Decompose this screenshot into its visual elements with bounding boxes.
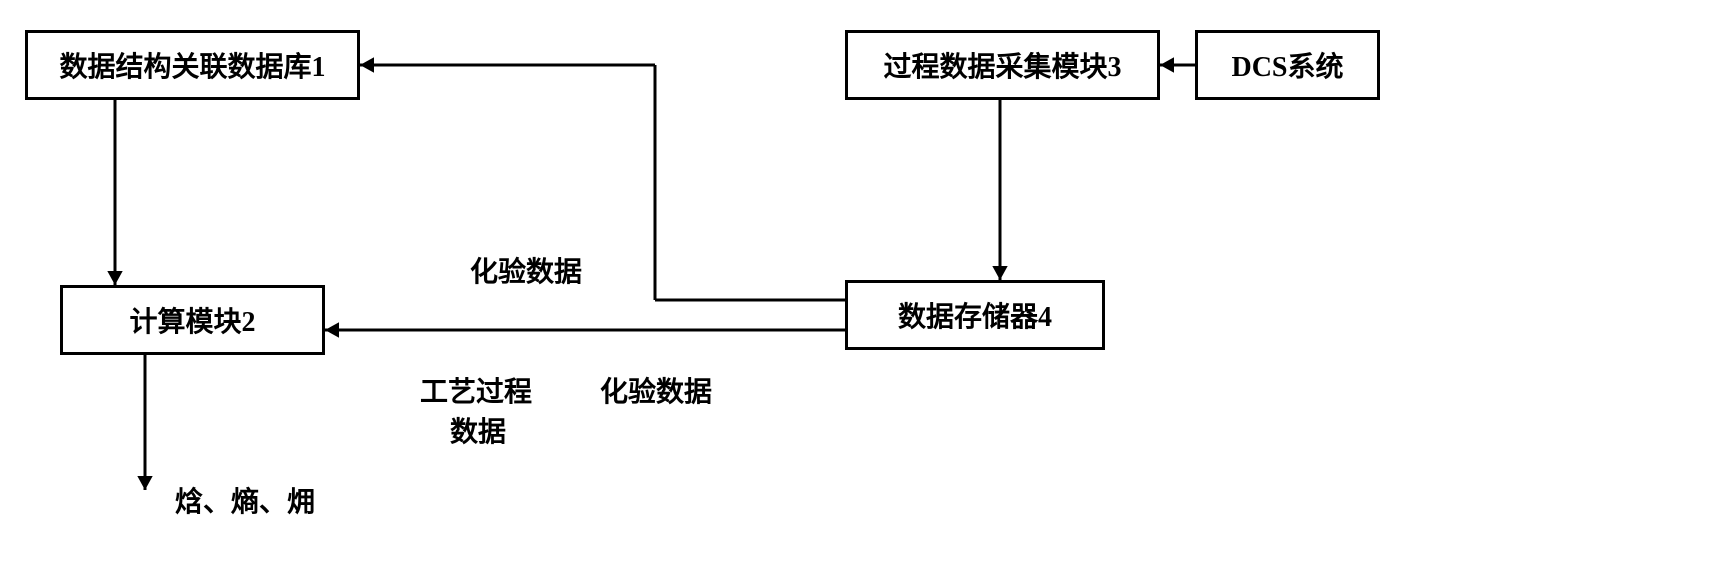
node-acquisition: 过程数据采集模块3 [845,30,1160,100]
node-database-label: 数据结构关联数据库1 [59,45,325,85]
node-storage: 数据存储器4 [845,280,1105,350]
node-acquisition-label: 过程数据采集模块3 [883,45,1121,85]
edge-label-assay-1: 化验数据 [470,250,582,290]
edge-label-process-line2: 数据 [450,410,506,450]
node-storage-label: 数据存储器4 [898,295,1052,335]
edge-label-process-line1: 工艺过程 [420,370,532,410]
output-label: 焓、熵、㶲 [175,480,315,520]
edge-label-assay-2: 化验数据 [600,370,712,410]
node-dcs: DCS系统 [1195,30,1380,100]
node-database: 数据结构关联数据库1 [25,30,360,100]
node-calc: 计算模块2 [60,285,325,355]
node-calc-label: 计算模块2 [129,300,255,340]
node-dcs-label: DCS系统 [1231,45,1343,85]
